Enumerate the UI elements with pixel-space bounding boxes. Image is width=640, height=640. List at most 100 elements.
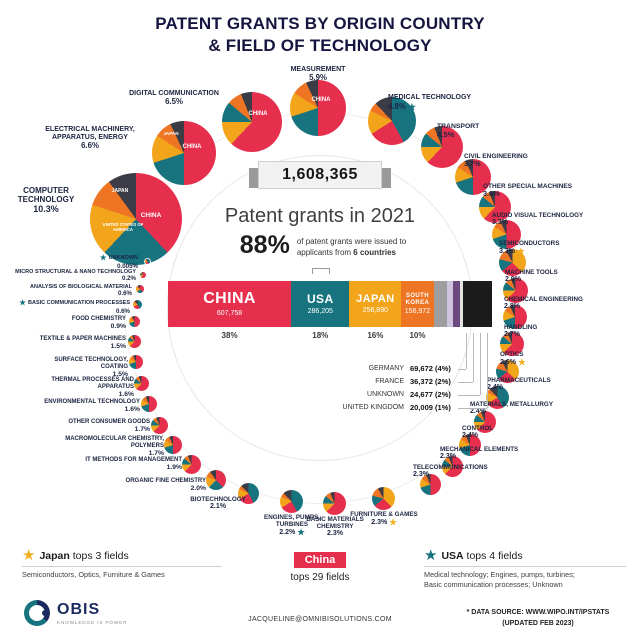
bar-segment-usa: USA 286,205 [291,281,350,327]
country-bar-percent-row: 38% 18% 16% 10% [168,331,492,340]
callout-connector [458,382,473,383]
field-label-basic-materials-chemistry: BASIC MATERIALS CHEMISTRY 2.3% [306,516,364,538]
field-pie-mechanical-elements [441,455,463,477]
china-badge: China [293,552,347,568]
legend-japan: ★ Japan tops 3 fields Semiconductors, Op… [22,548,222,580]
brand-tagline: KNOWLEDGE IS POWER [57,619,128,625]
field-pie-transport [421,126,463,168]
field-label-organic-fine-chemistry: ORGANIC FINE CHEMISTRY 2.0% [125,478,206,492]
bar-percent-label: 10% [409,331,426,340]
bar-country-name: CHINA [203,290,256,308]
callout-germany: GERMANY 69,672 (4%) [368,364,451,373]
bar-segment-germany [433,281,447,327]
japan-top-star-icon: ★ [518,357,526,368]
pie-country-label: CHINA [140,212,162,219]
field-label-medical-technology: MEDICAL TECHNOLOGY 4.8% ★ [388,94,472,112]
field-label-engines-pumps-turbines: ENGINES, PUMPS, TURBINES 2.2% ★ [264,514,320,538]
field-pie-civil-engineering [455,159,491,195]
pie-country-label: JAPAN [163,131,179,136]
bar-percent-label: 38% [221,331,238,340]
field-label-measurement: MEASUREMENT 5.9% [290,66,346,82]
field-label-digital-communication: DIGITAL COMMUNICATION 6.5% [129,90,219,106]
field-pie-environmental-technology [141,396,157,412]
title-line-2: & FIELD OF TECHNOLOGY [208,36,432,56]
callout-france: FRANCE 36,372 (2%) [375,377,451,386]
legend-japan-fields: Semiconductors, Optics, Furniture & Game… [22,570,165,579]
six-countries-bold: 6 countries [353,248,396,258]
field-pie-micro-structural-nano-technology [140,272,146,278]
share-statistic: 88% of patent grants were issued to appl… [178,233,468,258]
field-pie-other-special-machines [479,191,511,223]
field-label-machine-tools: MACHINE TOOLS 2.9% [505,269,558,284]
usa-top-star-icon: ★ [99,253,107,262]
field-label-pharmaceuticals: PHARMACEUTICALS 2.4% [487,377,551,392]
pie-country-label: CHINA [182,144,202,150]
field-label-electrical-machinery-apparatus-energy: ELECTRICAL MACHINERY, APPARATUS, ENERGY 6… [45,126,135,150]
bracket-icon [312,268,330,274]
legend-usa-fields: Medical technology; Engines, pumps, turb… [424,570,575,589]
legend-china-title: tops 29 fields [290,572,350,583]
field-pie-control [459,434,481,456]
bar-segment-france [446,281,454,327]
bar-segment-china: CHINA 607,758 [168,281,292,327]
page-title: PATENT GRANTS BY ORIGIN COUNTRY & FIELD … [0,13,640,57]
field-pie-other-consumer-goods [150,416,168,434]
bar-segment-uk [459,281,463,327]
field-pie-materials-metallurgy [474,411,496,433]
field-label-basic-communication-processes: ★ BASIC COMMUNICATION PROCESSES 0.6% [19,298,130,315]
field-pie-measurement: CHINA [290,80,346,136]
bar-country-name: JAPAN [356,292,395,305]
field-label-other-consumer-goods: OTHER CONSUMER GOODS 1.7% [68,419,150,433]
field-pie-engines-pumps-turbines [279,489,303,513]
field-pie-digital-communication: CHINA [222,92,282,152]
usa-top-star-icon: ★ [407,101,416,112]
bar-percent-label [434,331,447,340]
japan-top-star-icon: ★ [517,246,525,257]
country-callout-list: GERMANY 69,672 (4%) FRANCE 36,372 (2%) UNKNO… [300,362,470,414]
callout-united-kingdom: UNITED KINGDOM 20,009 (1%) [342,403,451,412]
field-pie-basic-materials-chemistry [322,491,346,515]
field-label-biotechnology: BIOTECHNOLOGY 2.1% [190,496,246,511]
field-label-mechanical-elements: MECHANICAL ELEMENTS 2.3% [440,446,519,461]
field-pie-organic-fine-chemistry [206,470,226,490]
share-percent: 88% [239,231,290,259]
callout-connector [458,369,466,370]
data-source[interactable]: * DATA SOURCE: WWW.WIPO.INT/IPSTATS (UPD… [466,609,610,628]
field-label-macromolecular-chemistry-polymers: MACROMOLECULAR CHEMISTRY, POLYMERS 1.7% [65,436,164,457]
legend-china: China tops 29 fields [272,550,368,583]
field-pie-unknown [144,258,150,264]
field-pie-audio-visual-technology [491,219,521,249]
field-pie-handling [500,332,524,356]
country-stacked-bar: CHINA 607,758 USA 286,205 JAPAN 256,890 SOUTH … [168,281,492,327]
field-label-environmental-technology: ENVIRONMENTAL TECHNOLOGY 1.6% [44,399,140,413]
field-pie-electrical-machinery-apparatus-energy: CHINA JAPAN [152,121,216,185]
bar-country-value: 607,758 [216,309,243,317]
field-label-furniture-games: FURNITURE & GAMES 2.3% ★ [350,511,418,528]
contact-email[interactable]: JACQUELINE@OMNIBISOLUTIONS.COM [248,616,392,623]
field-pie-basic-communication-processes [132,299,142,309]
field-pie-optics [495,359,519,383]
callout-unknown: UNKNOWN 24,677 (2%) [367,390,451,399]
field-label-optics: OPTICS 2.6% ★ [500,351,526,368]
field-label-it-methods-for-management: IT METHODS FOR MANAGEMENT 1.9% [85,457,182,471]
field-label-chemical-engineering: CHEMICAL ENGINEERING 2.8% [504,296,583,311]
title-line-1: PATENT GRANTS BY ORIGIN COUNTRY [155,14,485,33]
japan-top-star-icon: ★ [389,517,397,528]
field-pie-chemical-engineering [503,305,527,329]
bar-country-value: 286,205 [307,307,333,315]
bar-country-name: SOUTH KOREA [405,293,430,306]
bar-segment-japan: JAPAN 256,890 [349,281,402,327]
field-label-telecommunications: TELECOMMUNICATIONS 2.3% [413,464,488,479]
field-pie-medical-technology [368,97,416,145]
field-pie-it-methods-for-management [181,454,201,474]
field-label-food-chemistry: FOOD CHEMISTRY 0.9% [71,316,126,330]
pie-country-label: CHINA [248,111,268,117]
field-pie-biotechnology [237,482,259,504]
field-label-unknown: ★ UNKNOWN 0.005% [99,253,138,270]
center-headline: Patent grants in 2021 [224,205,416,227]
usa-top-star-icon: ★ [297,527,305,538]
bar-segment-rest [462,281,492,327]
callout-connector [466,333,467,369]
field-label-textile-paper-machines: TEXTILE & PAPER MACHINES 1.5% [39,336,126,350]
